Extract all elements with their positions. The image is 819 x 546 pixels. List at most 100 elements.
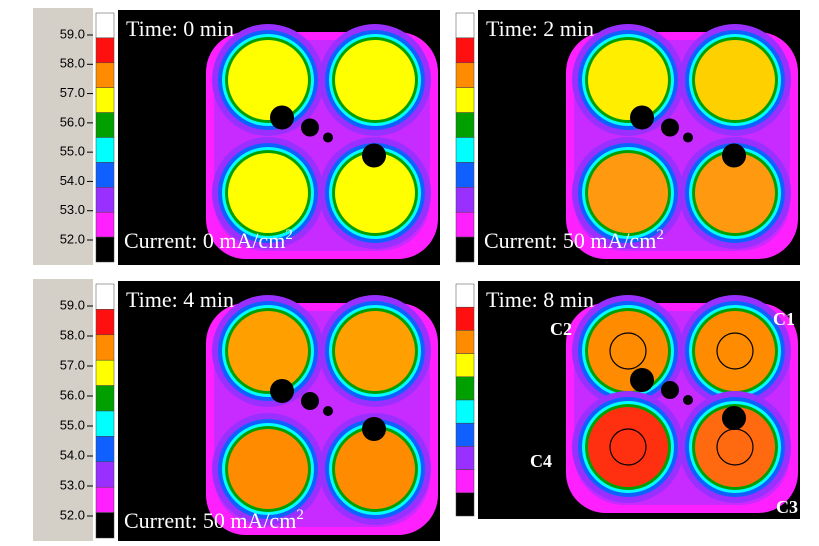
colorbar-segment bbox=[456, 446, 474, 469]
colorbar-segment bbox=[456, 470, 474, 493]
hole bbox=[270, 106, 294, 130]
colorbar-segment bbox=[96, 187, 114, 212]
hole bbox=[323, 133, 333, 143]
time-label: Time: 4 min bbox=[126, 287, 234, 312]
colorbar-segment bbox=[456, 38, 474, 63]
well-center bbox=[228, 429, 308, 509]
thermal-image bbox=[118, 10, 440, 265]
thermal-image bbox=[118, 281, 440, 541]
current-superscript: 2 bbox=[656, 227, 664, 243]
colorbar-segment bbox=[96, 487, 114, 512]
current-superscript: 2 bbox=[296, 507, 304, 523]
colorbar-segment bbox=[96, 335, 114, 360]
hole bbox=[683, 395, 693, 405]
colorbar-segment bbox=[456, 13, 474, 38]
colorbar-segment bbox=[96, 237, 114, 262]
well-center bbox=[228, 153, 308, 233]
colorbar-segment bbox=[456, 330, 474, 353]
well-center bbox=[588, 407, 668, 487]
thermal-image bbox=[478, 281, 800, 519]
colorbar-segment bbox=[96, 309, 114, 334]
hole bbox=[661, 381, 679, 399]
current-superscript: 2 bbox=[285, 227, 293, 243]
colorbar-segment bbox=[456, 212, 474, 237]
colorbar-segment bbox=[456, 354, 474, 377]
current-label: Current: 50 mA/cm2 bbox=[124, 507, 304, 533]
colorbar-segment bbox=[456, 113, 474, 138]
hole bbox=[362, 417, 386, 441]
current-label: Current: 50 mA/cm2 bbox=[484, 227, 664, 253]
colorbar-segment bbox=[456, 88, 474, 113]
scale-label: 58.0 bbox=[60, 56, 85, 71]
colorbar-segment bbox=[456, 162, 474, 187]
figure: 59.0 58.0 57.0 56.0 55.0 54.0 53.0 52.0 Time: 0 … bbox=[0, 0, 819, 546]
hole bbox=[630, 368, 654, 392]
scale-label: 56.0 bbox=[60, 387, 85, 402]
hole bbox=[362, 144, 386, 168]
channel-label: C3 bbox=[776, 497, 798, 517]
channel-label: C1 bbox=[773, 309, 795, 329]
current-text: Current: 50 mA/cm bbox=[484, 228, 656, 253]
well-center bbox=[588, 153, 668, 233]
colorbar-segment bbox=[96, 113, 114, 138]
scale-label: 53.0 bbox=[60, 477, 85, 492]
colorbar-segment bbox=[456, 400, 474, 423]
colorbar-segment bbox=[456, 493, 474, 516]
hole bbox=[661, 119, 679, 137]
colorbar-segment bbox=[96, 138, 114, 163]
scale-label: 56.0 bbox=[60, 114, 85, 129]
colorbar-segment bbox=[96, 436, 114, 461]
time-label: Time: 8 min bbox=[486, 287, 594, 312]
current-text: Current: 50 mA/cm bbox=[124, 508, 296, 533]
scale-label: 54.0 bbox=[60, 447, 85, 462]
colorbar-segment bbox=[456, 138, 474, 163]
colorbar-segment bbox=[96, 284, 114, 309]
colorbar-segment bbox=[96, 212, 114, 237]
well-center bbox=[588, 311, 668, 391]
hole bbox=[301, 392, 319, 410]
scale-label: 57.0 bbox=[60, 357, 85, 372]
scale-label: 52.0 bbox=[60, 507, 85, 522]
scale-label: 59.0 bbox=[60, 297, 85, 312]
colorbar-segment bbox=[96, 63, 114, 88]
time-label: Time: 0 min bbox=[126, 16, 234, 41]
hole bbox=[722, 144, 746, 168]
well-center bbox=[228, 311, 308, 391]
thermal-image bbox=[478, 10, 800, 265]
well-center bbox=[695, 311, 775, 391]
hole bbox=[323, 406, 333, 416]
scale-label: 57.0 bbox=[60, 85, 85, 100]
channel-label: C2 bbox=[550, 319, 572, 339]
hole bbox=[683, 133, 693, 143]
channel-label: C4 bbox=[530, 451, 552, 471]
colorbar-segment bbox=[456, 284, 474, 307]
colorbar-segment bbox=[456, 63, 474, 88]
colorbar-segment bbox=[96, 360, 114, 385]
scale-label: 59.0 bbox=[60, 26, 85, 41]
colorbar-segment bbox=[456, 377, 474, 400]
well-center bbox=[695, 40, 775, 120]
colorbar-segment bbox=[96, 162, 114, 187]
scale-panel bbox=[33, 279, 93, 541]
hole bbox=[630, 106, 654, 130]
current-superscript: 2 bbox=[670, 517, 678, 533]
hole bbox=[722, 406, 746, 430]
scale-panel bbox=[33, 8, 93, 265]
hole bbox=[270, 379, 294, 403]
colorbar-segment bbox=[96, 411, 114, 436]
scale-label: 55.0 bbox=[60, 417, 85, 432]
colorbar-segment bbox=[96, 462, 114, 487]
hole bbox=[301, 119, 319, 137]
current-label: Current: 50 mA/cm2 bbox=[498, 517, 678, 543]
scale-label: 54.0 bbox=[60, 173, 85, 188]
colorbar-segment bbox=[456, 423, 474, 446]
well-center bbox=[335, 40, 415, 120]
current-label: Current: 0 mA/cm2 bbox=[124, 227, 293, 253]
colorbar-segment bbox=[96, 88, 114, 113]
colorbar-segment bbox=[96, 513, 114, 538]
scale-label: 58.0 bbox=[60, 327, 85, 342]
well-center bbox=[228, 40, 308, 120]
scale-label: 53.0 bbox=[60, 202, 85, 217]
colorbar-segment bbox=[96, 38, 114, 63]
well-center bbox=[588, 40, 668, 120]
